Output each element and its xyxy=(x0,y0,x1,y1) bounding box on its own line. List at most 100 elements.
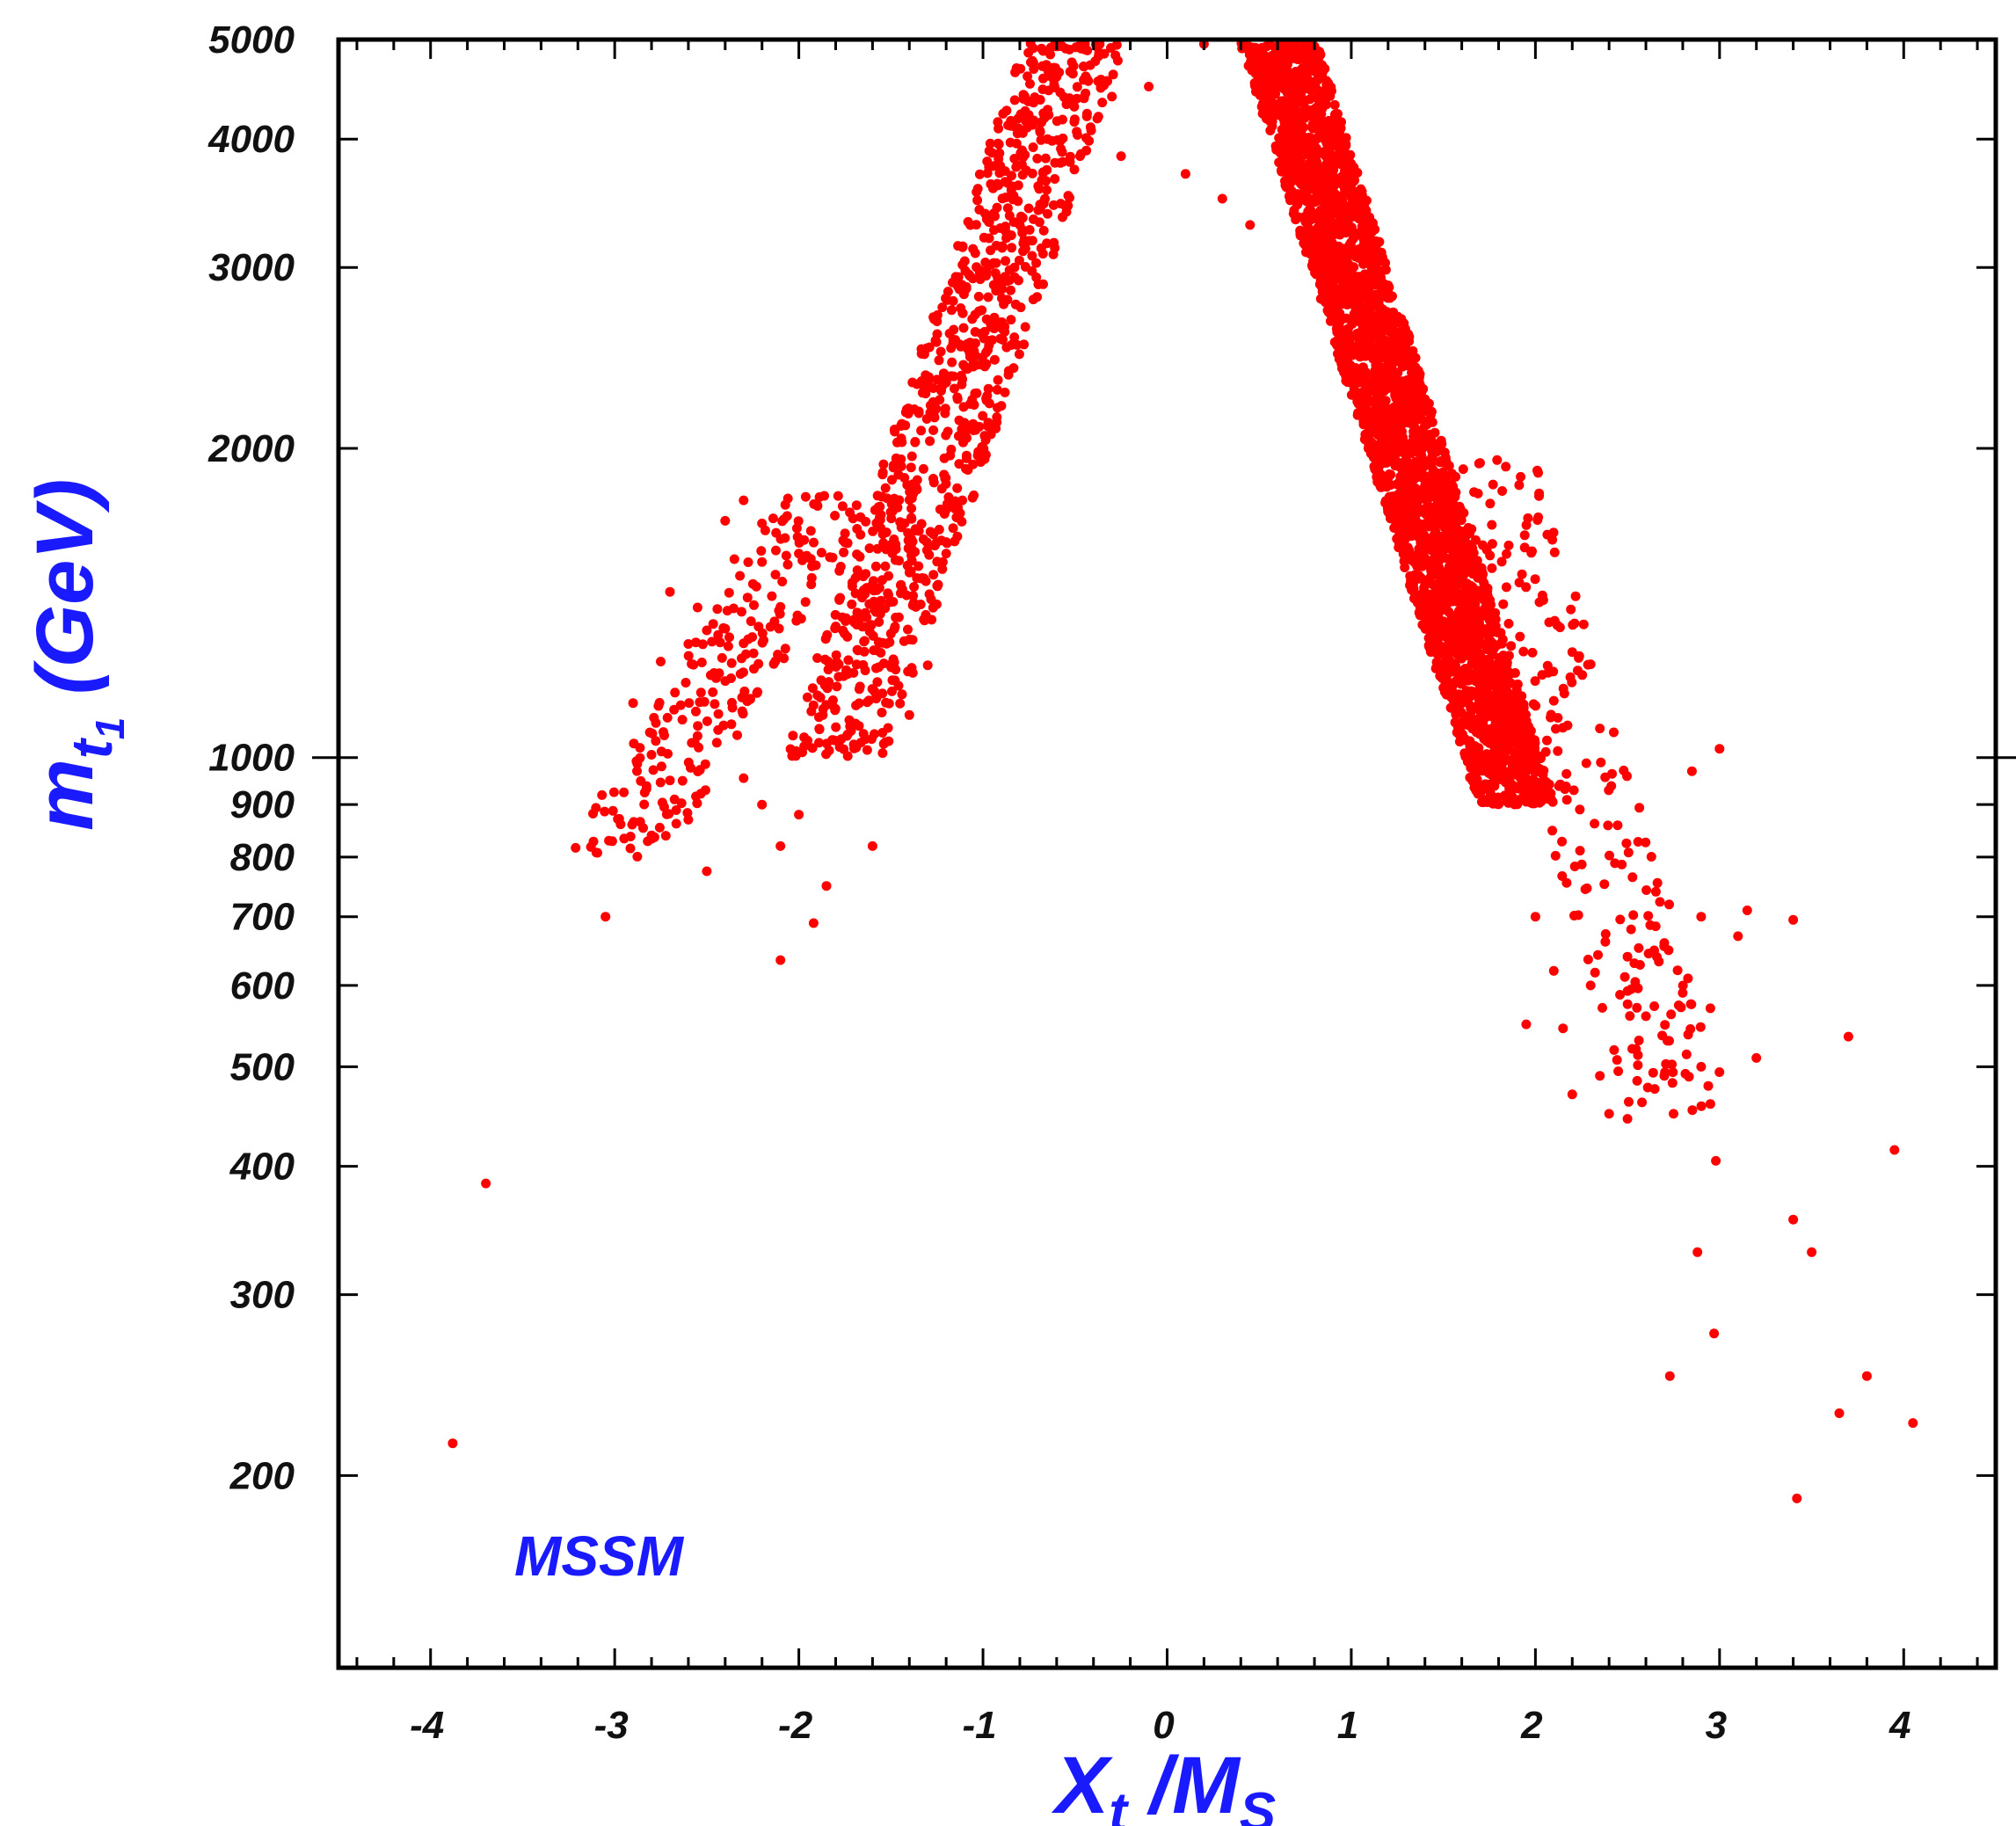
data-point xyxy=(769,616,780,627)
data-point xyxy=(1329,99,1340,110)
data-point xyxy=(1468,764,1479,775)
data-point xyxy=(1394,440,1404,450)
data-point xyxy=(1499,708,1510,718)
data-point xyxy=(802,692,812,702)
data-point xyxy=(928,477,939,488)
data-point xyxy=(1322,246,1333,257)
data-point xyxy=(1436,435,1446,446)
data-point xyxy=(1632,1075,1642,1086)
data-point xyxy=(775,840,786,851)
data-point xyxy=(661,809,672,819)
data-point xyxy=(1014,255,1024,266)
data-point xyxy=(799,535,810,545)
data-point xyxy=(1401,450,1411,461)
data-point xyxy=(1301,230,1312,241)
data-point xyxy=(665,586,675,597)
data-point xyxy=(1548,527,1559,538)
data-point xyxy=(1458,543,1467,554)
data-point xyxy=(1631,1044,1641,1054)
data-point xyxy=(1559,688,1569,699)
data-point xyxy=(895,517,906,527)
data-point xyxy=(788,731,798,741)
data-point xyxy=(1434,445,1444,455)
data-point xyxy=(655,777,666,788)
data-point xyxy=(1403,463,1413,474)
data-point xyxy=(683,639,694,649)
data-point xyxy=(964,352,975,362)
data-point xyxy=(1641,885,1652,895)
data-point xyxy=(1426,646,1437,657)
data-point xyxy=(986,245,996,256)
data-point xyxy=(1510,751,1520,761)
y-tick-label: 600 xyxy=(230,964,295,1008)
data-point xyxy=(1359,372,1370,382)
data-point xyxy=(448,1438,458,1449)
data-point xyxy=(1471,670,1481,680)
data-point xyxy=(1604,1109,1614,1119)
data-point xyxy=(1419,582,1430,593)
data-point xyxy=(1019,339,1030,350)
data-point xyxy=(1634,942,1644,953)
data-point xyxy=(986,429,996,440)
data-point xyxy=(1709,1328,1720,1339)
data-point xyxy=(1009,95,1020,105)
data-point xyxy=(625,832,636,841)
data-point xyxy=(1368,353,1379,364)
data-point xyxy=(1615,914,1626,925)
data-point xyxy=(883,723,893,733)
data-point xyxy=(1541,789,1552,799)
data-point xyxy=(1510,668,1520,678)
data-point xyxy=(1678,987,1688,998)
data-point xyxy=(958,323,969,333)
data-point xyxy=(1510,691,1521,702)
data-point xyxy=(884,543,894,554)
data-point xyxy=(1043,70,1053,81)
data-point xyxy=(709,668,719,678)
data-point xyxy=(1325,156,1336,167)
axis-ticks xyxy=(312,38,2016,1668)
data-point xyxy=(907,377,918,388)
data-point xyxy=(987,335,997,346)
data-point xyxy=(940,473,950,484)
data-point xyxy=(1424,521,1435,532)
data-point xyxy=(1538,595,1548,606)
data-point xyxy=(986,148,997,158)
data-point xyxy=(1249,78,1260,88)
data-point xyxy=(1497,486,1508,496)
data-point xyxy=(1401,342,1411,353)
data-point xyxy=(732,730,742,740)
data-point xyxy=(1314,64,1325,75)
data-point xyxy=(1528,699,1539,709)
data-point xyxy=(980,208,990,219)
data-point xyxy=(1441,475,1452,485)
data-point xyxy=(1469,687,1480,697)
data-point xyxy=(1346,389,1357,400)
data-point xyxy=(1628,910,1639,920)
data-point xyxy=(1459,570,1469,580)
data-point xyxy=(619,787,630,797)
data-point xyxy=(912,484,922,495)
data-point xyxy=(878,658,889,669)
data-point xyxy=(873,637,884,647)
data-point xyxy=(1503,540,1514,550)
data-point xyxy=(665,775,675,786)
data-point xyxy=(1144,82,1154,91)
data-point xyxy=(867,840,877,851)
data-point xyxy=(1029,98,1039,108)
data-point xyxy=(1568,785,1579,796)
data-point xyxy=(1397,392,1408,403)
data-point xyxy=(1243,40,1253,51)
data-point xyxy=(979,333,989,344)
data-point xyxy=(1085,60,1095,70)
data-point xyxy=(1422,416,1432,426)
data-point xyxy=(1474,617,1484,628)
data-point xyxy=(948,523,958,534)
data-point xyxy=(950,383,959,394)
data-point xyxy=(715,637,725,648)
data-point xyxy=(807,683,818,694)
data-point xyxy=(635,743,645,753)
data-point xyxy=(1328,171,1338,181)
data-point xyxy=(1474,743,1484,753)
data-point xyxy=(1452,614,1462,624)
data-point xyxy=(928,529,939,540)
